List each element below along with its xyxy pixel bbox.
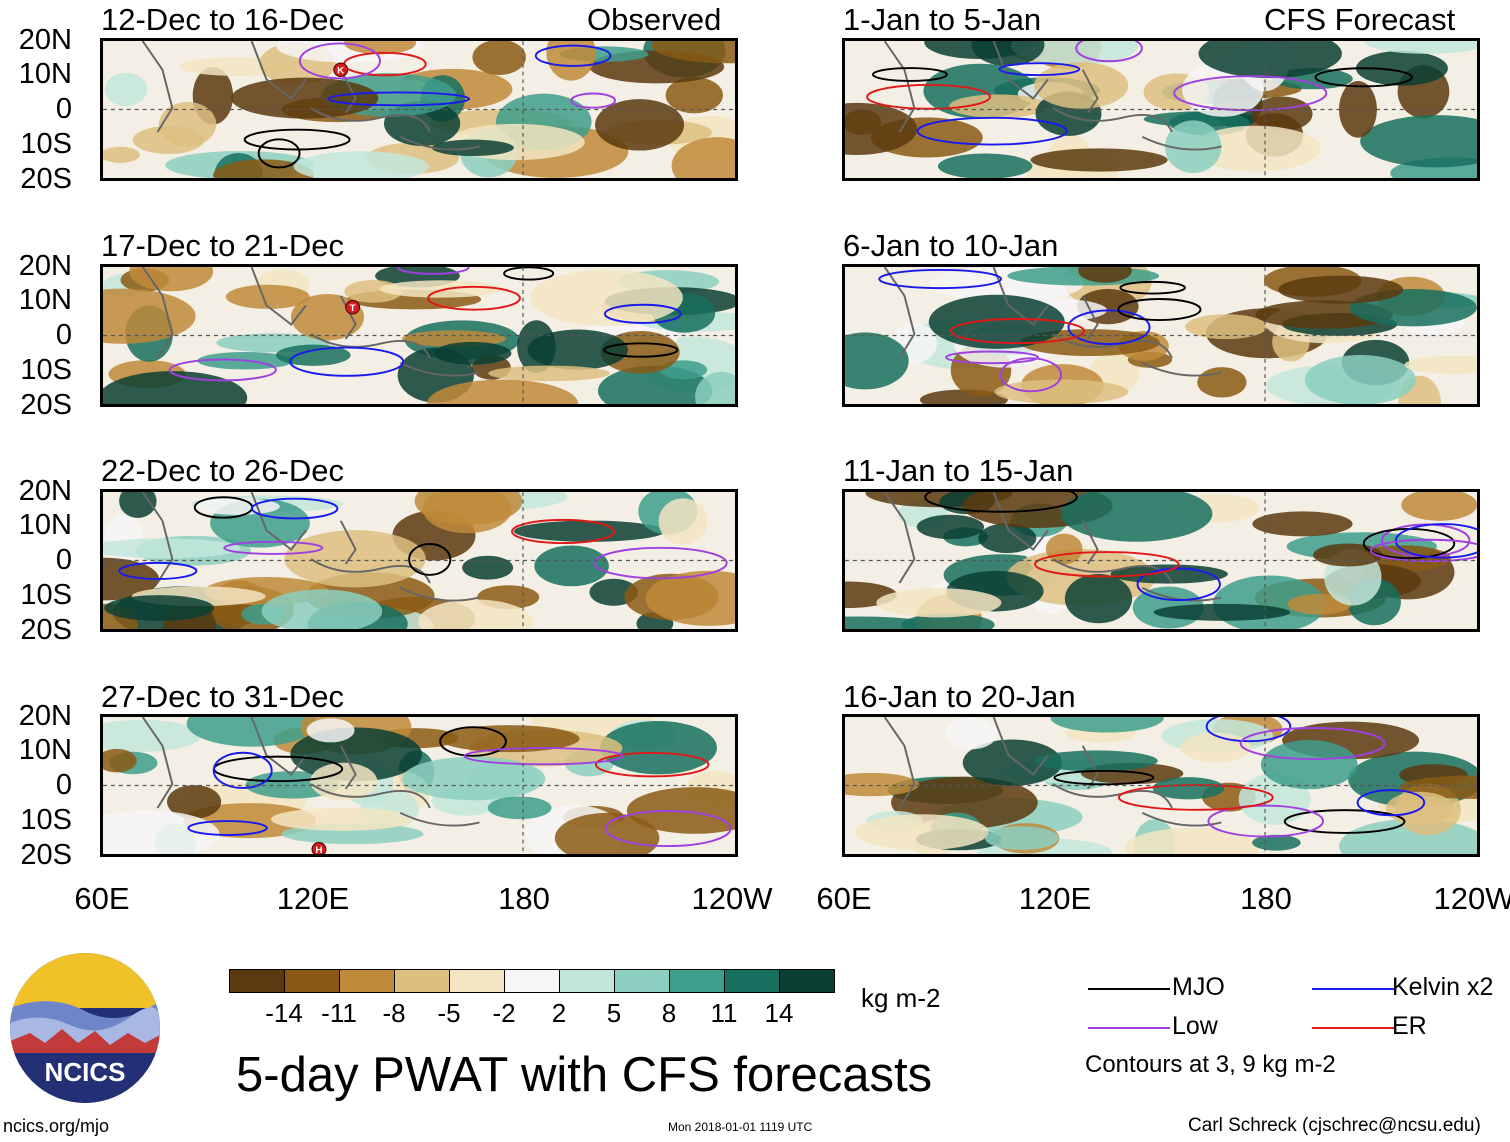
panel-title: 11-Jan to 15-Jan [843,453,1074,488]
pwat-field [845,267,1477,404]
map-panel-right-1 [842,38,1480,181]
panel-title: 17-Dec to 21-Dec [101,228,344,263]
colorbar-swatch [229,969,285,993]
y-label: 10S [20,804,72,836]
pwat-field: T [103,267,735,404]
y-label: 20S [20,614,72,646]
y-label: 10N [18,509,72,541]
colorbar-label: -5 [437,998,461,1028]
y-label: 0 [55,544,72,576]
pwat-field [845,492,1477,629]
colorbar-swatch [394,969,450,993]
pwat-field [845,717,1477,854]
timestamp: Mon 2018-01-01 1119 UTC [668,1120,813,1134]
x-label: 120W [1433,881,1510,916]
x-label: 120E [1018,881,1092,916]
svg-text:H: H [315,845,322,854]
x-label: 60E [74,881,130,916]
y-label: 10N [18,284,72,316]
colorbar-swatch [779,969,835,993]
colorbar-swatch [284,969,340,993]
legend-line-er [1312,1027,1394,1029]
map-panel-right-4 [842,714,1480,857]
colorbar-label: 14 [764,998,794,1028]
y-label: 20N [18,700,72,732]
y-label: 10N [18,58,72,90]
y-label: 10N [18,734,72,766]
y-label: 10S [20,579,72,611]
colorbar-unit: kg m-2 [861,983,941,1013]
colorbar-swatch [504,969,560,993]
legend-label-er: ER [1392,1012,1427,1040]
site-link[interactable]: ncics.org/mjo [3,1116,110,1136]
colorbar-label: 8 [661,998,677,1028]
colorbar-label: -8 [382,998,406,1028]
colorbar-label: -2 [492,998,516,1028]
y-label: 20S [20,839,72,871]
x-label: 180 [498,881,550,916]
panel-title: 1-Jan to 5-Jan [843,2,1042,37]
colorbar-swatch [669,969,725,993]
legend-note: Contours at 3, 9 kg m-2 [1085,1051,1336,1078]
credit: Carl Schreck (cjschrec@ncsu.edu) [1188,1115,1481,1136]
logo-text: NCICS [45,1057,126,1087]
legend-line-kelvin [1312,988,1394,990]
legend-label-low: Low [1172,1012,1218,1040]
y-label: 20N [18,250,72,282]
y-label: 20S [20,389,72,421]
pwat-field [845,41,1477,178]
legend-line-mjo [1088,988,1170,990]
colorbar-swatch [614,969,670,993]
colorbar-label: -14 [265,998,303,1028]
cfs-forecast-header: CFS Forecast [1264,2,1456,37]
colorbar-label: 5 [606,998,622,1028]
y-label: 20S [20,163,72,195]
colorbar-label: 2 [551,998,567,1028]
panel-title: 27-Dec to 31-Dec [101,679,344,714]
y-label: 0 [55,769,72,801]
colorbar-label: 11 [710,998,738,1028]
figure-title: 5-day PWAT with CFS forecasts [236,1048,933,1102]
y-label: 10S [20,128,72,160]
pwat-field: H [103,717,735,854]
map-panel-left-4: H [100,714,738,857]
map-panel-left-2: T [100,264,738,407]
colorbar-swatch [449,969,505,993]
x-label: 120E [276,881,350,916]
y-label: 0 [55,93,72,125]
map-panel-left-1: K [100,38,738,181]
panel-title: 22-Dec to 26-Dec [101,453,344,488]
observed-header: Observed [587,2,722,37]
svg-text:T: T [350,303,356,314]
x-label: 120W [691,881,773,916]
panel-title: 12-Dec to 16-Dec [101,2,344,37]
map-panel-right-3 [842,489,1480,632]
map-panel-left-3 [100,489,738,632]
colorbar-swatch [724,969,780,993]
y-label: 10S [20,354,72,386]
svg-text:K: K [337,66,344,77]
panel-title: 6-Jan to 10-Jan [843,228,1059,263]
x-label: 60E [816,881,872,916]
pwat-field [103,492,735,629]
panel-title: 16-Jan to 20-Jan [843,679,1076,714]
map-panel-right-2 [842,264,1480,407]
x-label: 180 [1240,881,1292,916]
y-label: 20N [18,475,72,507]
colorbar-swatch [339,969,395,993]
y-label: 20N [18,24,72,56]
pwat-field: K [103,41,735,178]
legend-label-mjo: MJO [1172,973,1225,1001]
legend-label-kelvin: Kelvin x2 [1392,973,1494,1001]
colorbar-swatch [559,969,615,993]
colorbar-label: -11 [321,998,357,1028]
legend-line-low [1088,1027,1170,1029]
ncics-logo: NCICS [10,953,160,1103]
y-label: 0 [55,319,72,351]
